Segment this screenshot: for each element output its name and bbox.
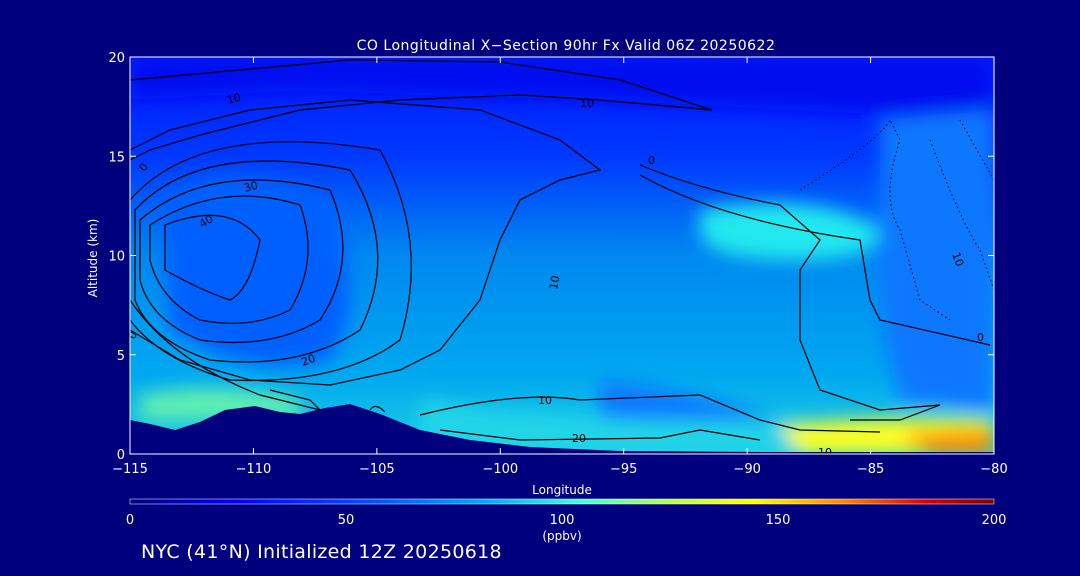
terrain [130, 404, 994, 454]
contour-label: 10 [225, 91, 242, 107]
x-tick-label: −115 [112, 462, 148, 477]
y-tick-label: 10 [108, 250, 125, 265]
x-tick-label: −90 [733, 462, 760, 477]
y-tick-label: 0 [117, 448, 125, 463]
colorbar-tick-label: 150 [766, 513, 791, 528]
colorbar-tick-label: 50 [338, 513, 355, 528]
colorbar-ticks: 0 50 100 150 200 [126, 513, 1007, 528]
contour-label: 0 [977, 331, 984, 344]
x-tick-label: −105 [359, 462, 395, 477]
contour-label: 10 [949, 251, 966, 269]
chart-title: CO Longitudinal X−Section 90hr Fx Valid … [357, 38, 776, 54]
contour-lines-dotted [799, 118, 994, 321]
footer-caption: NYC (41°N) Initialized 12Z 20250618 [141, 541, 502, 563]
heatmap-field [130, 57, 994, 454]
contour-label: 40 [197, 212, 216, 230]
x-axis: −115 −110 −105 −100 −95 −90 −85 −80 [112, 57, 1008, 477]
contour-labels: 10 10 0 30 40 20 10 10 20 10 0 0 0 10 [125, 91, 984, 459]
contour-label: 20 [300, 352, 318, 369]
colorbar-units: (ppbv) [542, 529, 581, 543]
contour-label: 20 [572, 432, 586, 445]
y-axis: 0 5 10 15 20 [108, 51, 994, 463]
colorbar-tick-label: 200 [982, 513, 1007, 528]
contour-label: 0 [648, 154, 655, 167]
x-tick-label: −80 [980, 462, 1007, 477]
y-axis-label: Altitude (km) [86, 219, 100, 298]
contour-label: 10 [818, 446, 832, 459]
contour-label: 30 [242, 179, 259, 195]
x-tick-label: −110 [236, 462, 272, 477]
colorbar-tick-label: 100 [550, 513, 575, 528]
colorbar [129, 498, 995, 505]
contour-lines [130, 59, 991, 441]
contour-label: 10 [538, 394, 552, 407]
contour-label: 10 [547, 274, 562, 290]
y-tick-label: 20 [108, 51, 125, 66]
x-axis-label: Longitude [532, 483, 592, 497]
x-tick-label: −100 [482, 462, 518, 477]
y-tick-label: 15 [108, 150, 125, 165]
y-tick-label: 5 [117, 349, 125, 364]
contour-label: 10 [580, 97, 594, 110]
x-tick-label: −95 [610, 462, 637, 477]
colorbar-tick-label: 0 [126, 513, 134, 528]
x-tick-label: −85 [857, 462, 884, 477]
